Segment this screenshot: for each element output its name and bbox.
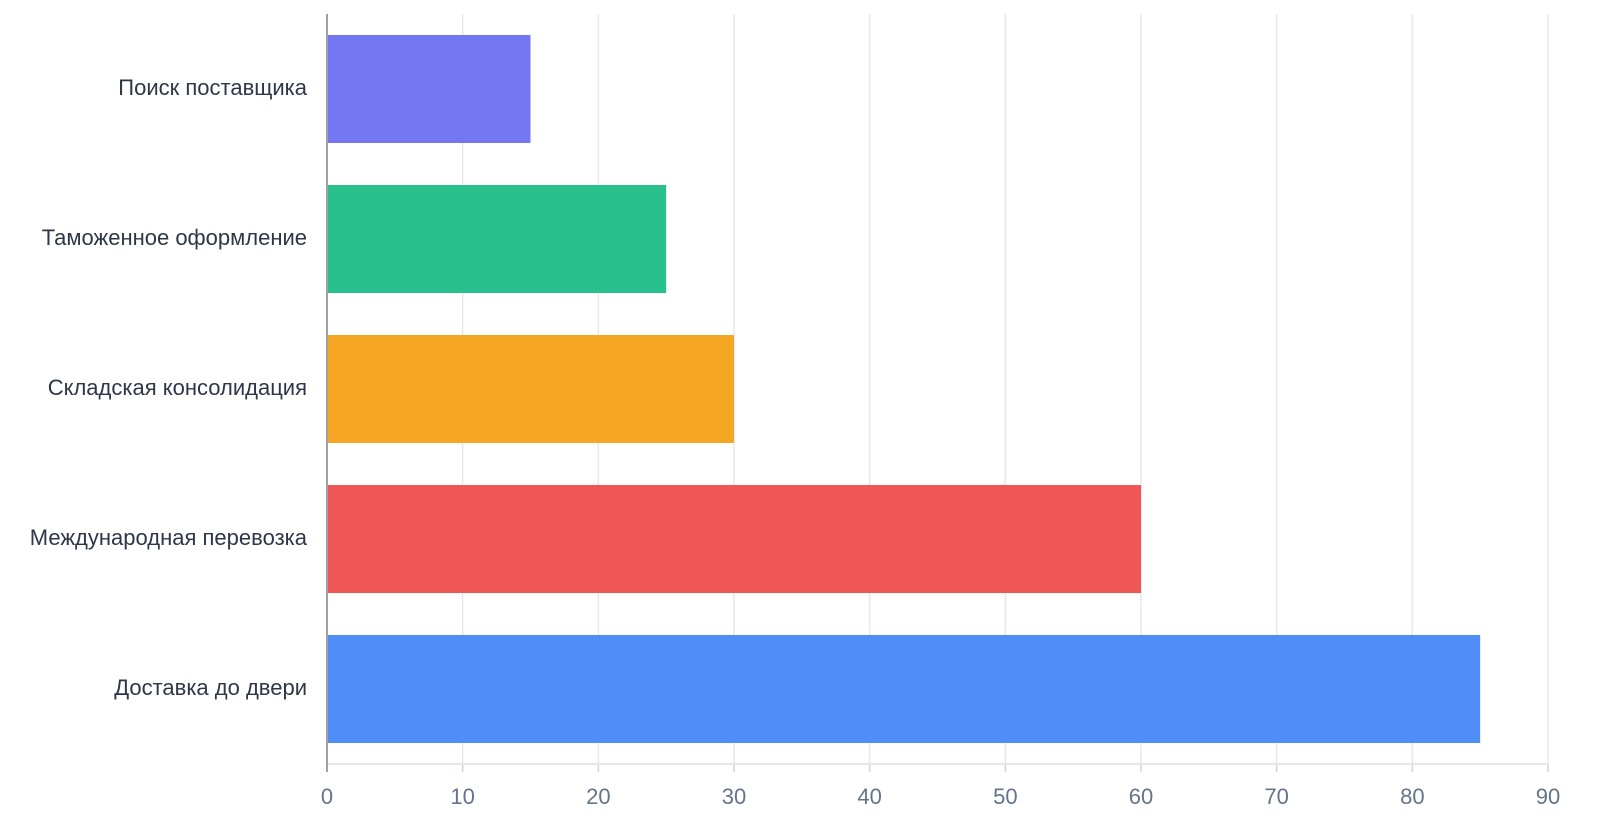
x-tick-label: 90 (1536, 784, 1560, 809)
y-tick-label: Таможенное оформление (42, 225, 307, 250)
y-tick-label: Международная перевозка (30, 525, 308, 550)
x-tick-label: 20 (586, 784, 610, 809)
bar (327, 335, 734, 443)
y-tick-label: Доставка до двери (114, 675, 307, 700)
bar (327, 485, 1141, 593)
x-tick-label: 70 (1264, 784, 1288, 809)
x-tick-label: 60 (1129, 784, 1153, 809)
y-tick-label: Складская консолидация (48, 375, 307, 400)
x-tick-label: 50 (993, 784, 1017, 809)
bar (327, 185, 667, 293)
bar (327, 35, 531, 143)
x-tick-label: 80 (1400, 784, 1424, 809)
x-tick-label: 40 (857, 784, 881, 809)
bar (327, 635, 1481, 743)
y-tick-label: Поиск поставщика (118, 75, 307, 100)
x-tick-label: 30 (722, 784, 746, 809)
x-tick-label: 10 (450, 784, 474, 809)
x-tick-label: 0 (321, 784, 333, 809)
